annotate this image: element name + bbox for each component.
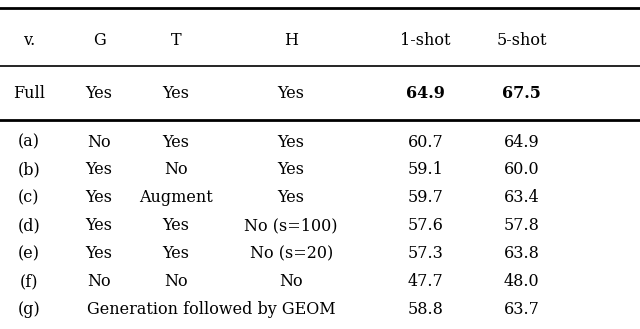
Text: 47.7: 47.7 — [408, 273, 444, 290]
Text: 5-shot: 5-shot — [497, 32, 547, 49]
Text: (c): (c) — [18, 189, 40, 206]
Text: No: No — [88, 134, 111, 151]
Text: (b): (b) — [17, 162, 40, 179]
Text: Yes: Yes — [163, 245, 189, 262]
Text: Generation followed by GEOM: Generation followed by GEOM — [87, 301, 335, 318]
Text: No (s=100): No (s=100) — [244, 217, 338, 234]
Text: 48.0: 48.0 — [504, 273, 540, 290]
Text: (g): (g) — [17, 301, 40, 318]
Text: Full: Full — [13, 85, 45, 102]
Text: Yes: Yes — [86, 245, 113, 262]
Text: G: G — [93, 32, 106, 49]
Text: No: No — [164, 162, 188, 179]
Text: No: No — [164, 273, 188, 290]
Text: (d): (d) — [17, 217, 40, 234]
Text: 63.4: 63.4 — [504, 189, 540, 206]
Text: 57.8: 57.8 — [504, 217, 540, 234]
Text: No: No — [280, 273, 303, 290]
Text: No (s=20): No (s=20) — [250, 245, 333, 262]
Text: Yes: Yes — [278, 189, 305, 206]
Text: 60.7: 60.7 — [408, 134, 444, 151]
Text: 1-shot: 1-shot — [401, 32, 451, 49]
Text: Yes: Yes — [278, 162, 305, 179]
Text: 59.7: 59.7 — [408, 189, 444, 206]
Text: 57.3: 57.3 — [408, 245, 444, 262]
Text: 58.8: 58.8 — [408, 301, 444, 318]
Text: 64.9: 64.9 — [406, 85, 445, 102]
Text: Yes: Yes — [86, 217, 113, 234]
Text: Yes: Yes — [278, 85, 305, 102]
Text: T: T — [171, 32, 181, 49]
Text: H: H — [284, 32, 298, 49]
Text: 57.6: 57.6 — [408, 217, 444, 234]
Text: 63.7: 63.7 — [504, 301, 540, 318]
Text: Augment: Augment — [139, 189, 213, 206]
Text: (e): (e) — [18, 245, 40, 262]
Text: Yes: Yes — [86, 189, 113, 206]
Text: (a): (a) — [18, 134, 40, 151]
Text: 64.9: 64.9 — [504, 134, 540, 151]
Text: (f): (f) — [20, 273, 38, 290]
Text: 60.0: 60.0 — [504, 162, 540, 179]
Text: No: No — [88, 273, 111, 290]
Text: Yes: Yes — [163, 134, 189, 151]
Text: Yes: Yes — [86, 162, 113, 179]
Text: Yes: Yes — [163, 217, 189, 234]
Text: v.: v. — [22, 32, 35, 49]
Text: Yes: Yes — [163, 85, 189, 102]
Text: Yes: Yes — [86, 85, 113, 102]
Text: 59.1: 59.1 — [408, 162, 444, 179]
Text: 63.8: 63.8 — [504, 245, 540, 262]
Text: Yes: Yes — [278, 134, 305, 151]
Text: 67.5: 67.5 — [502, 85, 541, 102]
